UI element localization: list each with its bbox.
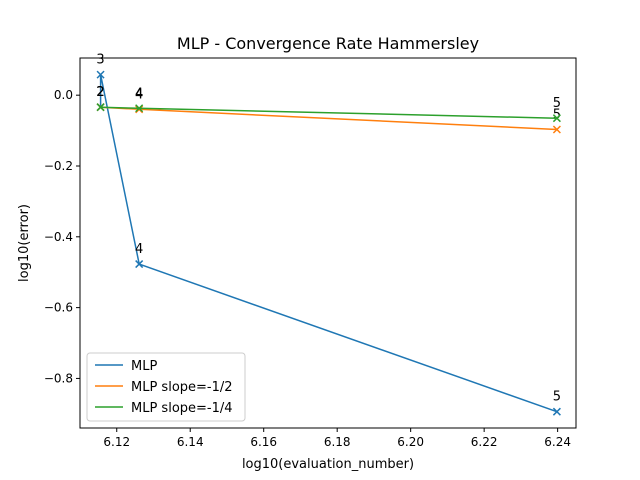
legend: MLP MLP slope=-1/2 MLP slope=-1/4 <box>86 352 246 422</box>
data-point <box>552 114 561 123</box>
series-line-0 <box>99 74 558 413</box>
y-tick-label: −0.8 <box>44 371 73 385</box>
point-label: 4 <box>135 242 143 257</box>
point-label: 2 <box>96 85 104 100</box>
x-tick-label: 6.12 <box>103 435 130 449</box>
plot-frame <box>79 57 577 429</box>
point-label: 5 <box>553 108 561 123</box>
legend-entry: MLP <box>131 359 157 374</box>
y-tick-label: −0.2 <box>44 159 73 173</box>
point-label: 2 <box>96 85 104 100</box>
data-point <box>552 407 561 416</box>
point-label: 3 <box>96 53 104 68</box>
x-tick-label: 6.20 <box>397 435 424 449</box>
x-axis-label: log10(evaluation_number) <box>242 457 414 472</box>
legend-entry: MLP slope=-1/4 <box>131 401 233 416</box>
data-point <box>96 103 105 112</box>
y-tick-label: −0.6 <box>44 301 73 315</box>
y-tick-label: −0.4 <box>44 230 73 244</box>
legend-entry: MLP slope=-1/2 <box>131 380 233 395</box>
point-label: 4 <box>135 86 143 101</box>
series-line-1 <box>100 106 557 131</box>
x-tick-label: 6.18 <box>324 435 351 449</box>
point-label: 5 <box>553 96 561 111</box>
x-tick-label: 6.16 <box>250 435 277 449</box>
point-label: 4 <box>135 87 143 102</box>
point-label: 2 <box>96 85 104 100</box>
y-tick-label: 0.0 <box>54 88 73 102</box>
legend-box <box>86 352 246 422</box>
x-tick-label: 6.14 <box>177 435 204 449</box>
data-point <box>135 260 144 269</box>
axis-ticks: 6.12 6.14 6.16 6.18 6.20 6.22 6.24 −0.8 −0.6 −0.4… <box>44 88 571 449</box>
x-tick-label: 6.24 <box>544 435 571 449</box>
data-point <box>552 125 561 134</box>
data-point <box>135 104 144 113</box>
series-line-2 <box>100 106 557 119</box>
y-axis-label: log10(error) <box>17 204 32 282</box>
x-tick-label: 6.22 <box>471 435 498 449</box>
data-point <box>135 105 144 114</box>
data-point <box>96 70 105 79</box>
chart-title: MLP - Convergence Rate Hammersley <box>177 34 479 53</box>
point-label: 5 <box>553 390 561 405</box>
